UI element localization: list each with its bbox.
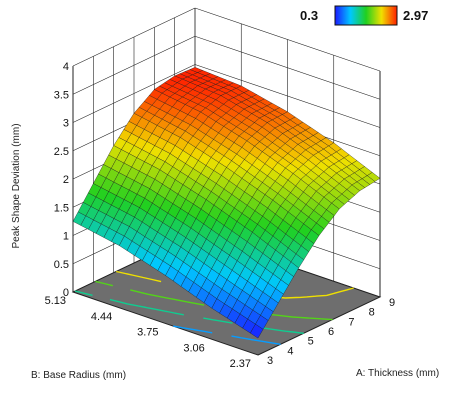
x-tick-label: 9 [389, 297, 395, 309]
z-tick-label: 1 [63, 231, 69, 243]
x-tick-label: 5 [308, 336, 314, 348]
response-surface [72, 67, 381, 339]
colorbar-gradient [334, 5, 398, 26]
z-tick-label: 1.5 [54, 202, 69, 214]
z-tick-label: 2 [63, 174, 69, 186]
colorbar-min-label: 0.3 [300, 8, 318, 23]
x-tick-label: 6 [328, 326, 334, 338]
surface-cell [250, 323, 264, 339]
y-tick-label: 2.37 [230, 358, 251, 370]
x-axis-label: A: Thickness (mm) [356, 368, 439, 379]
z-tick-label: 0.5 [54, 259, 69, 271]
y-tick-label: 5.13 [45, 295, 66, 307]
z-axis-label: Peak Shape Deviation (mm) [11, 123, 22, 248]
z-tick-label: 2.5 [54, 146, 69, 158]
y-axis-label: B: Base Radius (mm) [31, 370, 126, 381]
colorbar-legend: 0.3 2.97 [300, 5, 428, 26]
z-tick-label: 0 [63, 287, 69, 299]
x-tick-label: 7 [348, 316, 354, 328]
y-tick-label: 3.06 [183, 342, 204, 354]
x-tick-label: 3 [267, 355, 273, 367]
contour-line [173, 325, 281, 345]
z-tick-label: 3 [63, 118, 69, 130]
tick-labels: 0 0.5 1 1.5 2 2.5 3 3.5 4 3 4 5 6 7 8 9 2.37 3.06 3.75 4.44… [45, 61, 396, 370]
y-tick-label: 3.75 [137, 327, 158, 339]
z-tick-label: 3.5 [54, 89, 69, 101]
colorbar-max-label: 2.97 [403, 8, 428, 23]
y-tick-label: 4.44 [91, 311, 112, 323]
x-tick-label: 4 [287, 345, 293, 357]
x-tick-label: 8 [369, 307, 375, 319]
z-tick-label: 4 [63, 61, 69, 73]
